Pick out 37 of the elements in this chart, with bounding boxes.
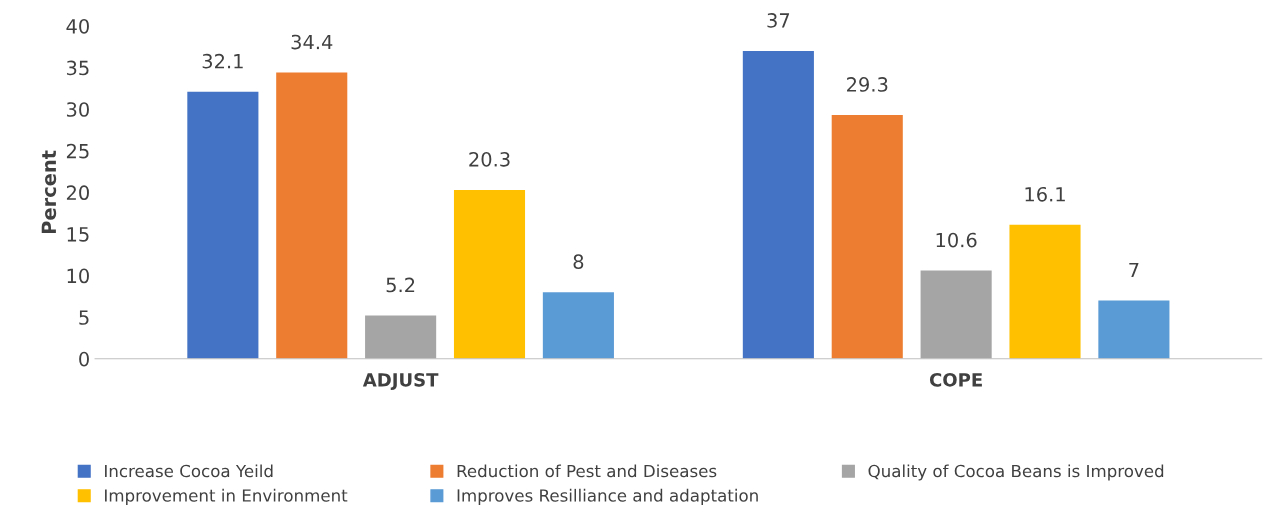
- bar: [542, 292, 614, 359]
- y-tick-label: 40: [66, 18, 89, 34]
- y-tick-label: 15: [67, 227, 89, 242]
- y-tick-label: 0: [79, 351, 89, 367]
- data-label: 32.1: [202, 53, 243, 69]
- y-tick-label: 25: [66, 143, 89, 159]
- legend-label: Reduction of Pest and Diseases: [457, 464, 717, 478]
- data-label: 20.3: [469, 151, 510, 167]
- y-tick-label: 10: [67, 268, 89, 284]
- data-label: 8: [573, 254, 584, 270]
- bar: [831, 115, 903, 359]
- data-label: 16.1: [1025, 186, 1065, 202]
- bar: [187, 91, 259, 359]
- y-tick-label: 20: [66, 185, 89, 201]
- y-tick-label: 35: [66, 60, 89, 76]
- x-tick-label: ADJUST: [362, 373, 439, 391]
- legend-label: Improves Resilliance and adaptation: [457, 488, 758, 505]
- y-tick-label: 5: [79, 310, 89, 325]
- bar: [365, 315, 437, 359]
- legend-label: Improvement in Environment: [105, 488, 348, 505]
- data-label: 7: [1129, 262, 1139, 278]
- data-label: 5.2: [386, 277, 415, 293]
- data-label: 29.3: [847, 77, 888, 92]
- legend-label: Increase Cocoa Yeild: [105, 464, 273, 478]
- x-tick-label: COPE: [929, 373, 982, 387]
- data-label: 34.4: [291, 34, 333, 50]
- bar: [920, 270, 992, 359]
- bar: [276, 72, 348, 359]
- bar: [742, 50, 814, 359]
- bar: [1009, 224, 1081, 359]
- legend-label: Quality of Cocoa Beans is Improved: [868, 464, 1164, 481]
- data-label: 37: [767, 13, 790, 28]
- data-label: 10.6: [936, 232, 977, 248]
- y-axis-title: Percent: [41, 150, 57, 234]
- bar: [453, 189, 526, 359]
- y-tick-label: 30: [66, 102, 89, 117]
- bar: [1098, 300, 1170, 359]
